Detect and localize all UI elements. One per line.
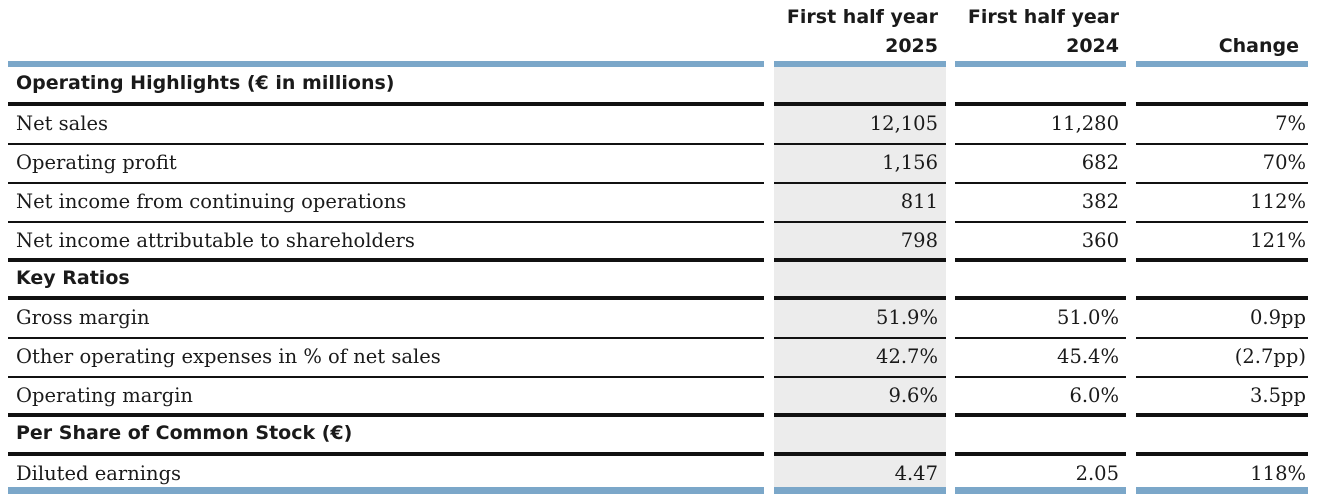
header-col-2024-line2: 2024 (1066, 35, 1119, 57)
section-rule-2 (955, 101, 1126, 106)
row-label: Diluted earnings (16, 462, 182, 485)
section-rule-1 (774, 296, 946, 301)
value-change: 70% (1262, 150, 1306, 174)
row-rule-3 (1136, 376, 1308, 379)
header-col-2025-line1: First half year (786, 6, 938, 28)
row-rule-0 (8, 376, 764, 379)
row-label: Net income attributable to shareholders (16, 228, 415, 252)
footer-bar-2024 (955, 487, 1126, 494)
row-rule-0 (8, 337, 764, 340)
row-rule-3 (1136, 257, 1308, 262)
section-rule-2 (955, 452, 1126, 456)
row-rule-3 (1136, 337, 1308, 340)
row-label: Net sales (16, 111, 109, 135)
value-change: 112% (1250, 189, 1306, 213)
row-rule-2 (955, 257, 1126, 262)
row-rule-0 (8, 142, 764, 145)
section-rule-1 (774, 101, 946, 106)
row-label: Operating profit (16, 150, 177, 174)
row-rule-0 (8, 181, 764, 184)
value-change: 7% (1275, 111, 1306, 135)
section-rule-2 (955, 296, 1126, 301)
value-2024: 360 (1081, 228, 1119, 252)
value-2024: 2.05 (1075, 462, 1119, 485)
row-label: Operating margin (16, 384, 193, 408)
row-label: Net income from continuing operations (16, 189, 407, 213)
value-2025: 811 (900, 189, 938, 213)
row-rule-2 (955, 376, 1126, 379)
header-col-2024: First half year 2024 (955, 3, 1119, 61)
value-change: 0.9pp (1250, 306, 1306, 330)
value-2024: 11,280 (1050, 111, 1119, 135)
row-rule-1 (774, 142, 946, 145)
row-label: Other operating expenses in % of net sal… (16, 345, 441, 369)
row-rule-1 (774, 337, 946, 340)
section-rule-0 (8, 452, 764, 456)
row-rule-2 (955, 413, 1126, 418)
value-2024: 45.4% (1057, 345, 1119, 369)
value-2024: 51.0% (1057, 306, 1119, 330)
section-title: Per Share of Common Stock (€) (16, 422, 353, 445)
footer-bar-label (8, 487, 764, 494)
section-rule-0 (8, 101, 764, 106)
value-2025: 1,156 (882, 150, 938, 174)
row-rule-2 (955, 220, 1126, 223)
row-rule-2 (955, 181, 1126, 184)
section-rule-0 (8, 296, 764, 301)
row-rule-2 (955, 142, 1126, 145)
row-rule-3 (1136, 413, 1308, 418)
value-2024: 6.0% (1069, 384, 1119, 408)
header-col-2025-line2: 2025 (885, 35, 938, 57)
header-bar-label (8, 61, 764, 67)
header-col-change: Change (1218, 35, 1299, 57)
row-rule-0 (8, 220, 764, 223)
section-rule-3 (1136, 452, 1308, 456)
row-rule-0 (8, 413, 764, 418)
section-rule-3 (1136, 296, 1308, 301)
row-rule-1 (774, 376, 946, 379)
value-2025: 798 (900, 228, 938, 252)
row-rule-3 (1136, 142, 1308, 145)
row-rule-3 (1136, 181, 1308, 184)
row-rule-3 (1136, 220, 1308, 223)
row-rule-1 (774, 413, 946, 418)
section-rule-3 (1136, 101, 1308, 106)
row-rule-1 (774, 181, 946, 184)
header-bar-2024 (955, 61, 1126, 67)
value-2025: 9.6% (888, 384, 938, 408)
footer-bar-2025 (774, 487, 946, 494)
value-change: 121% (1250, 228, 1306, 252)
value-2025: 4.47 (894, 462, 938, 485)
footer-bar-change (1136, 487, 1308, 494)
row-rule-1 (774, 220, 946, 223)
section-title: Operating Highlights (€ in millions) (16, 72, 395, 94)
row-label: Gross margin (16, 306, 150, 330)
section-title: Key Ratios (16, 266, 130, 289)
header-bar-change (1136, 61, 1308, 67)
row-rule-2 (955, 337, 1126, 340)
value-2024: 682 (1081, 150, 1119, 174)
value-change: 3.5pp (1250, 384, 1306, 408)
value-2025: 12,105 (869, 111, 938, 135)
value-change: (2.7pp) (1234, 345, 1306, 369)
value-2025: 51.9% (876, 306, 938, 330)
header-col-2025: First half year 2025 (774, 3, 938, 61)
row-rule-0 (8, 257, 764, 262)
value-change: 118% (1250, 462, 1306, 485)
value-2024: 382 (1081, 189, 1119, 213)
header-bar-2025 (774, 61, 946, 67)
section-rule-1 (774, 452, 946, 456)
value-2025: 42.7% (876, 345, 938, 369)
header-col-2024-line1: First half year (967, 6, 1119, 28)
row-rule-1 (774, 257, 946, 262)
